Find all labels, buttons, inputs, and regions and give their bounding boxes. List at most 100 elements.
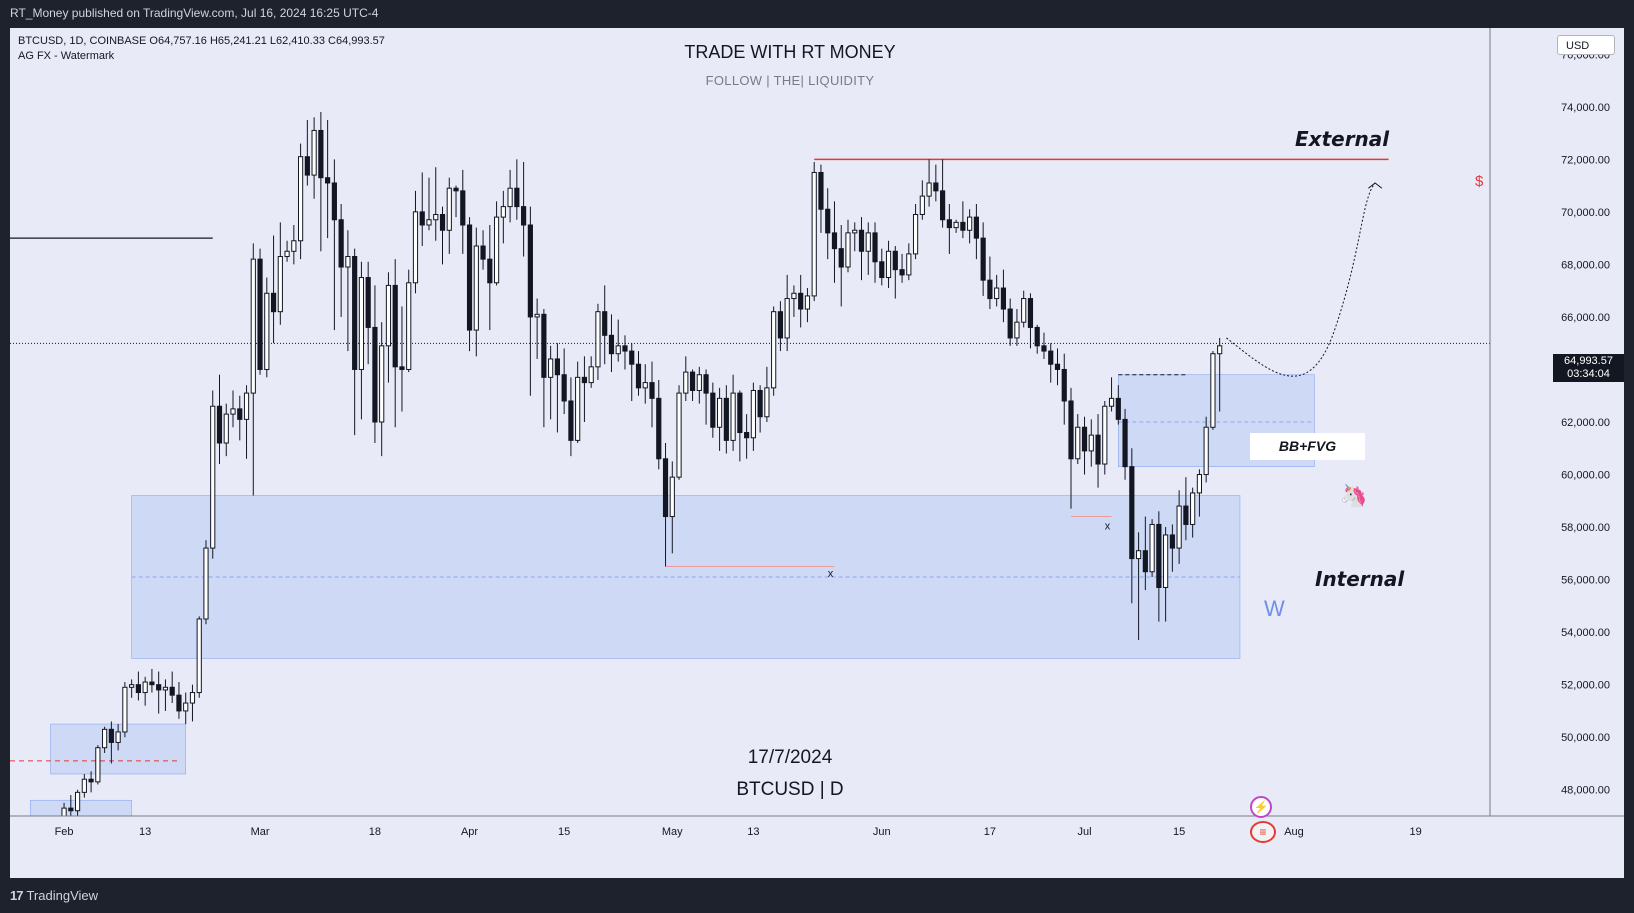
- candle-body: [372, 326, 378, 423]
- bb-fvg-label: BB+FVG: [1250, 433, 1365, 460]
- candle-body: [493, 216, 500, 284]
- price-tick-label: 66,000.00: [1561, 312, 1610, 324]
- candle-body: [500, 206, 506, 218]
- candle-body: [1041, 345, 1047, 352]
- time-tick-label: 13: [747, 826, 759, 838]
- price-tick-label: 54,000.00: [1561, 627, 1610, 639]
- candle-body: [946, 219, 952, 229]
- candle-body: [980, 237, 986, 281]
- candle-body: [1102, 405, 1108, 465]
- candle-body: [68, 807, 74, 812]
- candle-body: [635, 363, 642, 389]
- candle-body: [149, 681, 155, 686]
- price-axis-bg: [1490, 28, 1624, 878]
- candle-body: [291, 240, 297, 252]
- candle-body: [1149, 523, 1155, 573]
- candle-body: [622, 345, 628, 352]
- candle-body: [196, 618, 202, 694]
- symbol-header: BTCUSD, 1D, COINBASE O64,757.16 H65,241.…: [18, 35, 385, 65]
- candle-body: [1115, 397, 1121, 420]
- candle-body: [446, 187, 452, 231]
- candle-body: [588, 366, 594, 384]
- time-tick-label: Jul: [1077, 826, 1091, 838]
- candle-body: [703, 374, 709, 394]
- candle-body: [1000, 287, 1007, 310]
- candle-body: [777, 311, 784, 339]
- lightning-icon[interactable]: ⚡: [1250, 796, 1272, 818]
- candle-body: [831, 232, 838, 250]
- candle-body: [338, 219, 344, 268]
- candle-body: [399, 366, 405, 370]
- candle-body: [987, 279, 993, 300]
- candle-body: [858, 229, 865, 252]
- candle-body: [284, 250, 290, 258]
- candle-body: [912, 213, 919, 255]
- time-tick-label: Apr: [461, 826, 478, 838]
- watermark-title: TRADE WITH RT MONEY: [684, 42, 896, 62]
- candle-body: [696, 374, 702, 391]
- candle-body: [1135, 550, 1142, 560]
- price-tick-label: 56,000.00: [1561, 575, 1610, 587]
- time-tick-label: 15: [1173, 826, 1185, 838]
- candle-body: [1034, 326, 1040, 347]
- candle-body: [892, 250, 898, 271]
- watermark-date: 17/7/2024: [747, 747, 833, 768]
- candle-body: [662, 458, 669, 518]
- candle-body: [480, 245, 486, 260]
- top-attribution-bar: RT_Money published on TradingView.com, J…: [0, 0, 1634, 28]
- attribution-text: RT_Money published on TradingView.com, J…: [10, 6, 379, 20]
- candle-body: [865, 232, 871, 252]
- candle-body: [615, 345, 621, 355]
- candle-body: [412, 211, 419, 284]
- candle-body: [1068, 400, 1074, 460]
- candle-body: [210, 405, 216, 549]
- last-price-value: 64,993.57: [1564, 355, 1613, 367]
- candle-body: [345, 256, 351, 268]
- unicorn-icon: 🦄: [1340, 483, 1368, 508]
- us-flag-icon[interactable]: ≡: [1250, 821, 1276, 843]
- candle-body: [216, 405, 223, 444]
- candle-body: [689, 371, 696, 391]
- candle-body: [129, 684, 135, 688]
- candle-body: [602, 311, 608, 336]
- tradingview-logo[interactable]: 17 TradingView: [10, 888, 98, 903]
- time-tick-label: 17: [984, 826, 996, 838]
- candle-body: [331, 182, 337, 221]
- currency-button[interactable]: USD: [1557, 35, 1615, 55]
- last-price-tag: 64,993.57 03:34:04: [1553, 354, 1624, 382]
- candle-body: [1142, 550, 1148, 573]
- candle-body: [318, 129, 324, 179]
- candle-body: [561, 374, 567, 402]
- candle-body: [1014, 321, 1020, 339]
- chart-area[interactable]: x x 48,000.00 50,000.00 52,000.00 54,000.00 56…: [10, 28, 1624, 878]
- candle-body: [392, 284, 398, 368]
- candle-body: [426, 219, 432, 226]
- candle-body: [358, 277, 365, 370]
- candle-body: [1027, 298, 1034, 328]
- candle-body: [825, 208, 831, 234]
- candle-body: [629, 350, 635, 365]
- candle-body: [575, 376, 581, 441]
- candle-body: [568, 400, 574, 441]
- candle-body: [487, 258, 493, 284]
- candle-body: [683, 371, 689, 394]
- candle-body: [1081, 426, 1088, 452]
- candle-body: [838, 248, 844, 268]
- candle-body: [811, 171, 817, 297]
- footer-bar: 17 TradingView: [0, 878, 1634, 913]
- bar-countdown: 03:34:04: [1567, 368, 1610, 380]
- candle-body: [419, 211, 425, 226]
- candle-body: [953, 221, 959, 229]
- liquidity-dollar-label: $: [1475, 173, 1484, 190]
- candle-body: [1176, 505, 1182, 549]
- price-tick-label: 50,000.00: [1561, 732, 1610, 744]
- candle-body: [527, 224, 533, 318]
- candle-body: [385, 284, 392, 347]
- chart-svg[interactable]: x x 48,000.00 50,000.00 52,000.00 54,000.00 56…: [10, 28, 1624, 878]
- candle-body: [595, 311, 601, 368]
- candle-body: [656, 397, 662, 460]
- candle-body: [771, 311, 777, 389]
- candle-body: [1156, 523, 1162, 588]
- candle-body: [1210, 353, 1216, 428]
- projection-path: [1226, 182, 1376, 377]
